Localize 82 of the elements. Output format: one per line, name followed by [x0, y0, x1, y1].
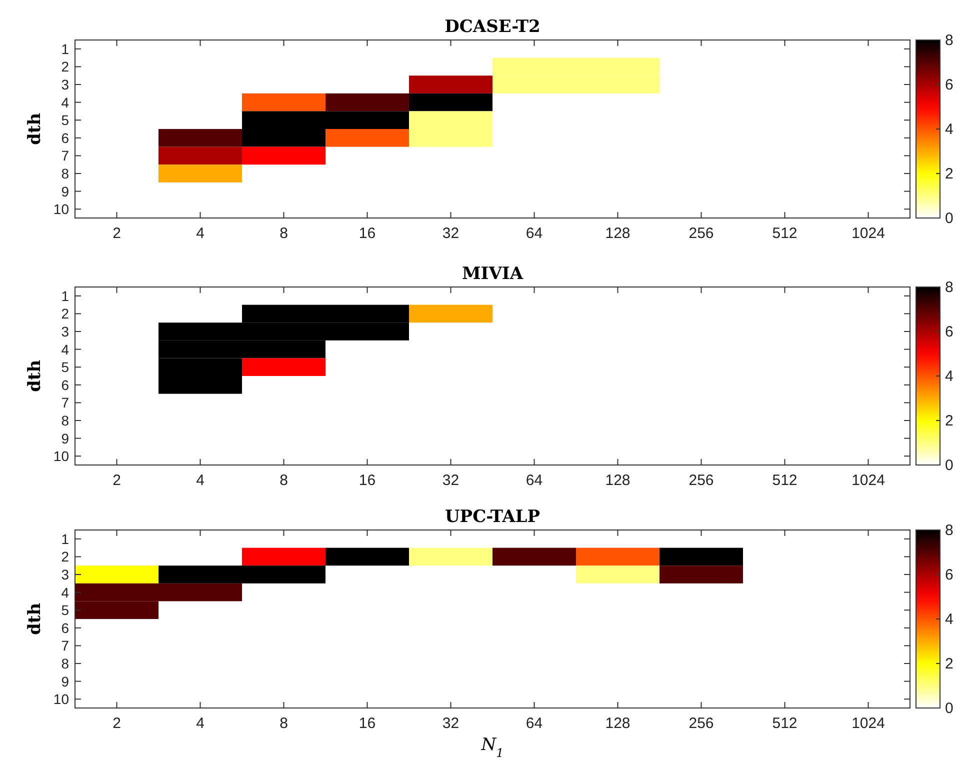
- y-tick-label: 8: [61, 166, 70, 182]
- x-tick-label: 64: [526, 715, 543, 732]
- y-axis-title: dth: [25, 360, 45, 392]
- color-bar-label: 8: [945, 279, 954, 296]
- x-tick-label: 256: [688, 472, 714, 489]
- x-tick-label: 8: [280, 715, 288, 732]
- y-tick-label: 5: [61, 359, 70, 376]
- y-tick-label: 2: [61, 58, 70, 75]
- x-tick-label: 8: [280, 472, 288, 489]
- color-bar-label: 0: [945, 210, 954, 227]
- y-tick-label: 2: [61, 306, 70, 322]
- y-tick-label: 6: [61, 130, 70, 146]
- y-axis-title: dth: [25, 112, 45, 146]
- x-tick-label: 2: [112, 225, 121, 242]
- x-tick-label: 2: [112, 715, 121, 732]
- x-tick-label: 4: [196, 472, 204, 489]
- x-tick-label: 2: [112, 472, 121, 489]
- x-tick-label: 16: [358, 472, 376, 489]
- x-tick-label: 256: [688, 225, 714, 242]
- y-tick-label: 4: [61, 341, 70, 358]
- x-tick-label: 512: [772, 715, 798, 732]
- y-tick-label: 5: [61, 602, 70, 618]
- y-axis-title: dth: [25, 602, 45, 636]
- y-tick-label: 8: [61, 412, 70, 428]
- y-tick-label: 1: [61, 288, 70, 304]
- x-tick-label: 128: [605, 225, 630, 242]
- color-bar-label: 6: [945, 76, 954, 94]
- color-bar-label: 6: [945, 566, 954, 584]
- color-bar-label: 0: [945, 457, 954, 474]
- x-tick-label: 64: [526, 225, 543, 242]
- x-tick-label: 32: [442, 225, 460, 242]
- chart-title: UPC-TALP: [444, 507, 540, 527]
- color-bar-label: 2: [945, 656, 954, 672]
- color-bar-label: 0: [945, 700, 954, 717]
- y-tick-label: 9: [61, 430, 70, 446]
- x-tick-label: 8: [280, 225, 288, 242]
- x-tick-label: 4: [196, 715, 204, 732]
- color-bar-label: 4: [945, 121, 954, 138]
- x-tick-label: 4: [196, 225, 204, 242]
- x-tick-label: 128: [605, 715, 630, 732]
- y-tick-label: 4: [61, 94, 70, 110]
- x-tick-label: 1024: [852, 715, 885, 732]
- chart-title: DCASE-T2: [444, 17, 540, 37]
- y-tick-label: 7: [61, 148, 70, 164]
- chart-title: MIVIA: [462, 264, 524, 284]
- y-tick-label: 6: [61, 376, 70, 393]
- y-tick-label: 9: [61, 673, 70, 690]
- y-tick-label: 10: [53, 201, 70, 218]
- y-tick-label: 7: [61, 394, 70, 411]
- x-tick-label: 1024: [852, 225, 885, 242]
- color-bar-label: 6: [945, 324, 954, 340]
- y-tick-label: 6: [61, 620, 70, 636]
- color-bar-label: 4: [945, 368, 954, 385]
- color-bar-label: 2: [945, 412, 954, 430]
- color-bar-label: 2: [945, 166, 954, 182]
- y-tick-label: 2: [61, 548, 70, 565]
- y-tick-label: 1: [61, 530, 70, 547]
- y-tick-label: 10: [53, 691, 70, 708]
- x-tick-label: 32: [442, 472, 460, 489]
- y-tick-label: 10: [53, 448, 70, 464]
- x-tick-label: 1024: [852, 472, 885, 489]
- y-tick-label: 3: [61, 324, 70, 340]
- y-tick-label: 1: [61, 40, 70, 57]
- x-tick-label: 16: [358, 715, 376, 732]
- y-tick-label: 8: [61, 656, 70, 672]
- x-tick-label: 32: [442, 715, 460, 732]
- y-tick-label: 4: [61, 584, 70, 600]
- x-tick-label: 512: [772, 472, 798, 489]
- y-tick-label: 3: [61, 76, 70, 92]
- color-bar-label: 8: [945, 522, 954, 539]
- x-axis-title: N$_{1}$: [480, 735, 504, 760]
- x-tick-label: 256: [688, 715, 714, 732]
- y-tick-label: 9: [61, 183, 70, 200]
- x-tick-label: 64: [526, 472, 543, 489]
- y-tick-label: 3: [61, 566, 70, 582]
- x-tick-label: 16: [358, 225, 376, 242]
- y-tick-label: 7: [61, 638, 70, 654]
- x-tick-label: 128: [605, 472, 630, 489]
- y-tick-label: 5: [61, 112, 70, 128]
- color-bar-label: 8: [945, 32, 954, 49]
- color-bar-label: 4: [945, 611, 954, 628]
- x-tick-label: 512: [772, 225, 798, 242]
